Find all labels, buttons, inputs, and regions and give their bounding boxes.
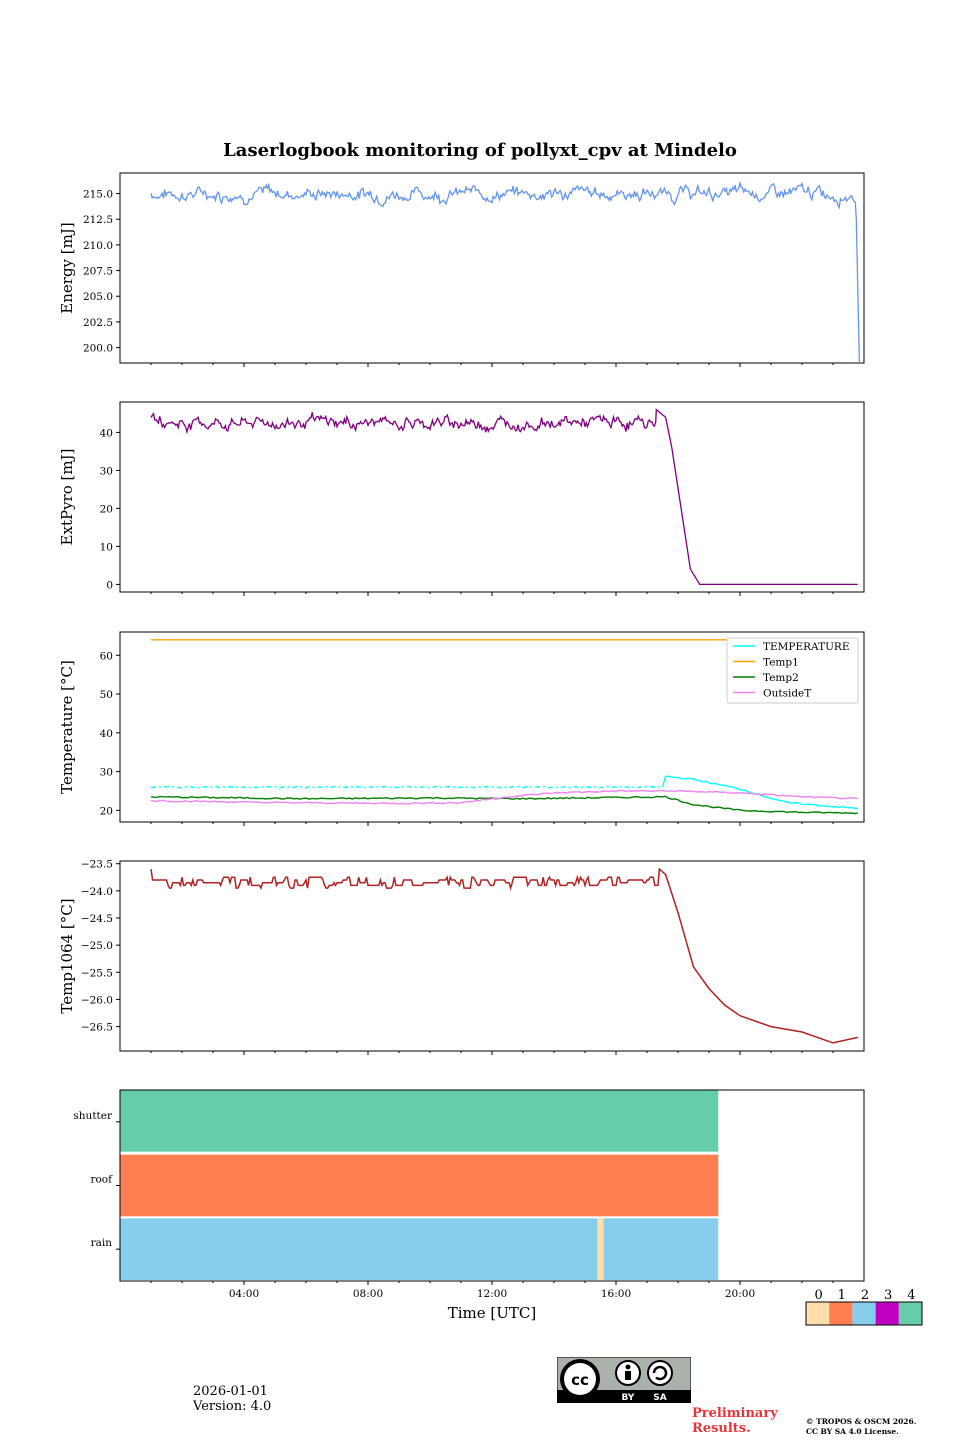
cc-sa-label: SA [653,1393,666,1403]
temp1064-ytick-label-6: −26.5 [81,1022,113,1034]
extpyro-ytick-label-4: 40 [100,427,113,439]
cc-by-label: BY [622,1393,635,1403]
flags-xlabel: Time [UTC] [448,1304,537,1322]
legend-label-TEMPERATURE: TEMPERATURE [763,641,850,653]
flags-xtick-label-2: 12:00 [477,1288,507,1300]
extpyro-series-ExtPyro [150,408,858,586]
flag-rain-segment-0 [120,1218,598,1280]
temp1064-series [150,867,858,1044]
flags-xtick-label-1: 08:00 [353,1288,383,1300]
colorbar-swatch-2 [852,1302,876,1325]
colorbar-swatch-3 [875,1302,899,1325]
temperature-ylabel: Temperature [°C] [58,660,76,794]
temperature-ytick-label-1: 30 [100,767,113,779]
legend-label-Temp2: Temp2 [763,672,799,684]
cc-license-badge: cc BY SA [557,1357,691,1403]
temperature-series-OutsideT [150,789,858,805]
extpyro-ylabel: ExtPyro [mJ] [58,449,76,546]
energy-ylabel: Energy [mJ] [58,222,76,313]
flag-label-shutter: shutter [73,1110,113,1122]
temperature-series-TEMPERATURE [661,775,858,810]
flag-label-roof: roof [90,1174,113,1186]
preliminary-line1: Preliminary [692,1406,778,1421]
sa-icon [647,1360,673,1386]
energy-ytick-label-3: 207.5 [83,266,113,278]
colorbar-tick-label-4: 4 [907,1288,915,1303]
colorbar-frame [805,1301,923,1326]
flag-shutter-segment-0 [120,1090,719,1152]
legend-label-OutsideT: OutsideT [763,688,811,700]
flag-rain-segment-2 [603,1218,719,1280]
colorbar-swatch-1 [829,1302,853,1325]
colorbar-tick-label-1: 1 [838,1288,846,1303]
copyright-line1: © TROPOS & OSCM 2026. [806,1417,917,1426]
extpyro-ytick-label-1: 10 [100,541,113,553]
footer-info: 2026-01-01 Version: 4.0 [193,1384,271,1414]
flag-rain-segment-1 [597,1218,604,1280]
flags-xtick-label-0: 04:00 [229,1288,259,1300]
temp1064-ytick-label-4: −25.5 [81,967,113,979]
flag-roof-segment-0 [120,1154,719,1217]
temp1064-ylabel: Temp1064 [°C] [58,898,76,1013]
legend-label-Temp1: Temp1 [763,657,799,669]
temperature-legend: TEMPERATURE Temp1 Temp2 OutsideT [726,637,859,704]
energy-series-Energy [150,180,861,364]
preliminary-note: Preliminary Results. [692,1406,778,1436]
extpyro-ytick-label-2: 20 [100,503,113,515]
extpyro-ytick-label-3: 30 [100,465,113,477]
footer-version: Version: 4.0 [193,1399,272,1414]
extpyro-ytick-label-0: 0 [106,579,113,591]
energy-ytick-label-0: 200.0 [83,343,113,355]
preliminary-line2: Results. [692,1421,751,1436]
temperature-legend-box [726,637,859,704]
energy-ytick-label-5: 212.5 [83,214,113,226]
energy-ytick-label-2: 205.0 [83,291,113,303]
temp1064-ytick-label-2: −24.5 [81,913,113,925]
temperature-ytick-label-4: 60 [100,650,113,662]
copyright-line2: CC BY SA 4.0 License. [806,1427,899,1436]
colorbar-tick-label-3: 3 [884,1288,892,1303]
temp1064-ytick-label-5: −26.0 [81,994,113,1006]
temp1064-ytick-label-3: −25.0 [81,940,113,952]
energy-ytick-label-6: 215.0 [83,189,113,201]
figure-title: Laserlogbook monitoring of pollyxt_cpv a… [223,140,737,161]
flags-xtick-label-3: 16:00 [601,1288,631,1300]
temperature-series-TEMPERATURE-dashed [151,785,663,789]
temperature-series-Temp2 [150,795,858,815]
colorbar-tick-label-2: 2 [861,1288,869,1303]
extpyro-axes [119,401,865,593]
temperature-ytick-label-2: 40 [100,728,113,740]
energy-ytick-label-1: 202.5 [83,317,113,329]
flag-label-rain: rain [91,1237,113,1249]
temp1064-axes [119,860,865,1052]
flags-xtick-label-4: 20:00 [725,1288,755,1300]
colorbar-swatch-4 [898,1302,922,1325]
copyright-note: © TROPOS & OSCM 2026. CC BY SA 4.0 Licen… [806,1417,916,1437]
svg-text:cc: cc [571,1371,589,1389]
temperature-ytick-label-3: 50 [100,689,113,701]
footer-date: 2026-01-01 [193,1384,268,1399]
energy-ytick-label-4: 210.0 [83,240,113,252]
temp1064-ytick-label-0: −23.5 [81,859,113,871]
colorbar-swatch-0 [806,1302,830,1325]
temperature-ytick-label-0: 20 [100,805,113,817]
temp1064-ytick-label-1: −24.0 [81,886,113,898]
colorbar-tick-label-0: 0 [814,1288,822,1303]
